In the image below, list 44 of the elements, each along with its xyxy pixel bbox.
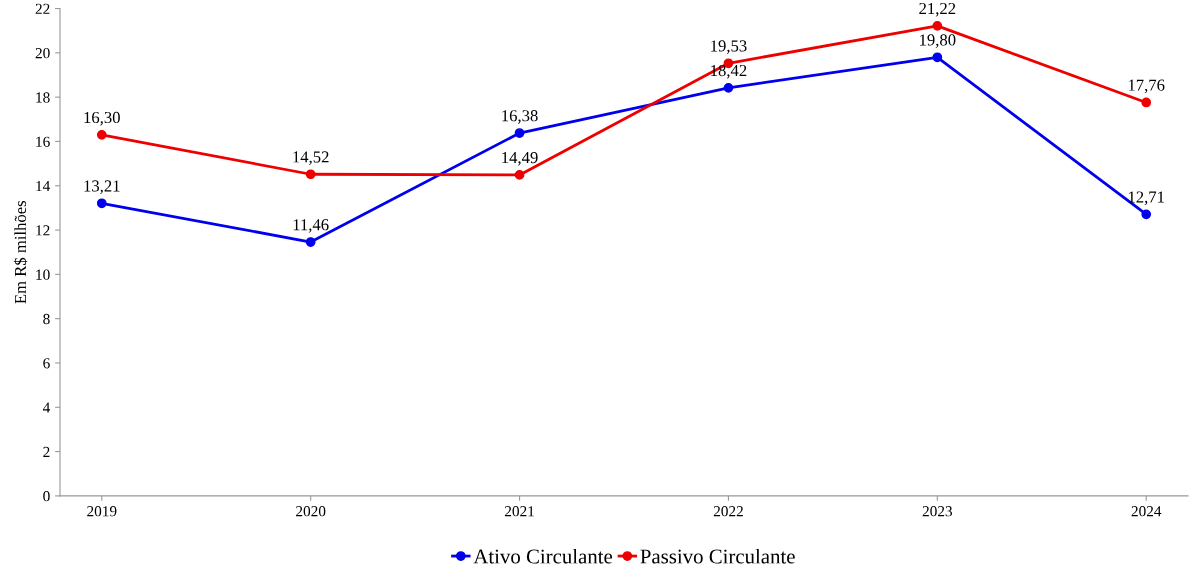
- data-label: 11,46: [293, 219, 329, 233]
- x-tick-label: 2019: [87, 506, 117, 517]
- point: [723, 82, 734, 93]
- data-label: 16,30: [84, 111, 120, 126]
- data-label: 19,53: [711, 40, 747, 54]
- data-label: 16,38: [502, 110, 538, 124]
- point: [514, 128, 525, 138]
- y-tick-label: 12: [36, 225, 50, 236]
- x-tick-label: 2023: [922, 506, 953, 517]
- point: [932, 52, 943, 63]
- point: [1141, 209, 1152, 220]
- y-tick-label: 10: [36, 269, 50, 280]
- point: [305, 169, 316, 180]
- x-tick-label: 2024: [1131, 506, 1162, 517]
- legend-label: Passivo Circulante: [640, 548, 795, 564]
- y-axis-title: Em R$ milhões: [13, 200, 28, 304]
- point: [96, 129, 107, 140]
- data-label: 18,42: [711, 64, 747, 79]
- data-label: 21,22: [919, 2, 956, 17]
- point: [514, 170, 525, 180]
- data-label: 19,80: [920, 34, 956, 48]
- y-tick-label: 18: [36, 92, 50, 103]
- data-label: 12,71: [1128, 191, 1164, 206]
- y-tick-label: 20: [35, 48, 50, 59]
- y-tick-label: 4: [42, 402, 51, 413]
- data-label: 17,76: [1128, 79, 1165, 94]
- y-tick-label: 8: [43, 313, 50, 325]
- point: [1141, 97, 1152, 108]
- point: [932, 20, 943, 31]
- data-label: 14,52: [293, 151, 329, 165]
- y-tick-label: 0: [43, 491, 50, 502]
- x-tick-label: 2022: [713, 506, 743, 517]
- legend-label: Ativo Circulante: [473, 548, 613, 564]
- y-tick-label: 14: [36, 180, 51, 192]
- y-tick-label: 16: [36, 136, 50, 147]
- data-label: 14,49: [502, 151, 538, 166]
- y-tick-label: 2: [43, 446, 50, 457]
- x-tick-label: 2021: [504, 506, 534, 517]
- y-tick-label: 6: [43, 358, 50, 369]
- data-label: 13,21: [84, 180, 120, 194]
- point: [96, 198, 107, 209]
- y-tick-label: 22: [35, 3, 50, 14]
- point: [305, 237, 316, 247]
- x-tick-label: 2020: [296, 506, 326, 517]
